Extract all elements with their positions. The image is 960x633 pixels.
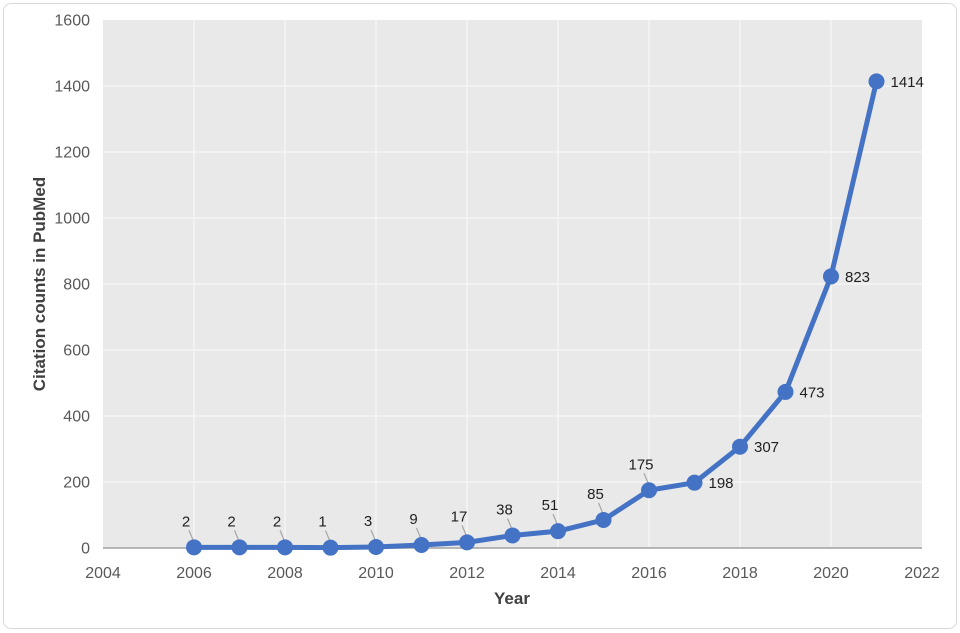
x-tick-label: 2006 — [176, 565, 212, 582]
data-label: 51 — [542, 497, 559, 514]
x-axis-title: Year — [494, 589, 530, 608]
data-point-marker — [413, 537, 430, 554]
y-tick-label: 0 — [81, 541, 90, 558]
data-label: 307 — [754, 439, 779, 456]
data-point-marker — [686, 474, 703, 491]
data-label: 473 — [800, 384, 825, 401]
data-label-leader-line — [597, 502, 604, 513]
series-line — [191, 78, 879, 551]
data-label: 38 — [496, 501, 513, 518]
y-tick-label: 600 — [63, 343, 90, 360]
y-axis-title: Citation counts in PubMed — [30, 176, 49, 392]
data-label: 2 — [227, 513, 235, 530]
x-tick-label: 2004 — [85, 565, 121, 582]
x-tick-label: 2008 — [267, 565, 303, 582]
data-label: 17 — [451, 508, 468, 525]
data-label-leader-line — [415, 527, 422, 538]
data-label: 9 — [409, 511, 417, 528]
x-tick-label: 2012 — [449, 565, 485, 582]
data-label: 2 — [273, 513, 281, 530]
data-point-marker — [641, 482, 657, 499]
data-point-marker — [868, 73, 885, 90]
y-tick-label: 1000 — [54, 211, 90, 228]
x-tick-label: 2016 — [631, 565, 667, 582]
data-point-marker — [322, 539, 339, 556]
y-tick-label: 400 — [63, 409, 90, 426]
data-label: 85 — [587, 486, 604, 503]
data-label: 175 — [628, 456, 653, 473]
data-label-leader-line — [370, 529, 376, 540]
y-tick-label: 800 — [63, 277, 90, 294]
data-label-leader-line — [643, 473, 649, 483]
data-point-marker — [231, 539, 248, 556]
x-tick-label: 2014 — [540, 565, 576, 582]
data-label-leader-line — [279, 530, 285, 541]
x-tick-label: 2022 — [904, 565, 940, 582]
data-point-marker — [459, 534, 475, 551]
data-point-marker — [732, 438, 748, 455]
data-point-marker — [777, 383, 794, 400]
data-point-marker — [368, 539, 384, 556]
data-point-marker — [823, 268, 839, 285]
data-label-leader-line — [324, 530, 331, 541]
data-point-marker — [504, 527, 521, 544]
data-label: 1 — [318, 514, 326, 531]
data-label-leader-line — [552, 513, 558, 524]
y-tick-label: 1600 — [54, 13, 90, 30]
x-tick-label: 2010 — [358, 565, 394, 582]
data-label-leader-line — [233, 530, 240, 541]
data-label: 198 — [709, 475, 734, 492]
data-label-leader-line — [461, 525, 467, 536]
data-point-marker — [277, 539, 293, 556]
data-label: 823 — [845, 269, 870, 286]
data-label: 2 — [182, 513, 190, 530]
data-label-leader-line — [188, 530, 194, 541]
data-label: 1414 — [891, 74, 924, 91]
data-point-marker — [186, 539, 202, 556]
x-tick-label: 2018 — [722, 565, 758, 582]
data-point-marker — [550, 523, 566, 540]
data-label: 3 — [364, 513, 372, 530]
x-tick-label: 2020 — [813, 565, 849, 582]
y-tick-label: 1400 — [54, 79, 90, 96]
data-point-marker — [595, 511, 612, 528]
data-label-leader-line — [506, 518, 513, 529]
y-tick-label: 1200 — [54, 145, 90, 162]
y-tick-label: 200 — [63, 475, 90, 492]
